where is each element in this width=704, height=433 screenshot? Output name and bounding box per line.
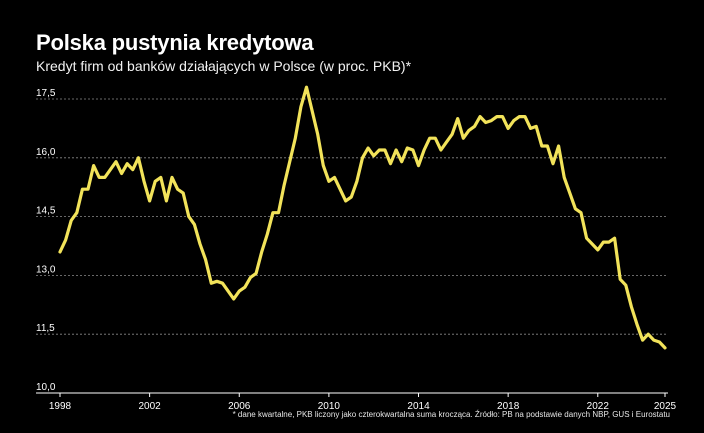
x-tick-label: 2014 <box>407 401 430 412</box>
x-axis-ticks: 1998 2002 2006 2010 2014 2018 2022 2025 <box>49 393 677 412</box>
chart-subtitle: Kredyt firm od banków działających w Pol… <box>36 58 412 74</box>
series-line <box>58 85 667 350</box>
y-axis-ticks: 10,0 11,5 13,0 14,5 16,0 17,5 <box>36 88 56 393</box>
y-tick-label: 10,0 <box>36 382 56 393</box>
y-tick-label: 17,5 <box>36 88 56 99</box>
footnote-source: * dane kwartalne, PKB liczony jako czter… <box>232 410 670 419</box>
x-tick-label: 2002 <box>139 401 162 412</box>
x-tick-label: 2025 <box>654 401 677 412</box>
y-tick-label: 13,0 <box>36 264 56 275</box>
y-tick-label: 11,5 <box>36 323 55 334</box>
y-tick-label: 16,0 <box>36 147 56 158</box>
grid-lines <box>36 98 668 335</box>
x-tick-label: 2018 <box>497 401 520 412</box>
x-tick-label: 2006 <box>228 401 251 412</box>
x-tick-label: 1998 <box>49 401 72 412</box>
x-tick-label: 2022 <box>587 401 610 412</box>
y-tick-label: 14,5 <box>36 206 56 217</box>
chart-title: Polska pustynia kredytowa <box>36 30 314 55</box>
x-tick-label: 2010 <box>318 401 341 412</box>
